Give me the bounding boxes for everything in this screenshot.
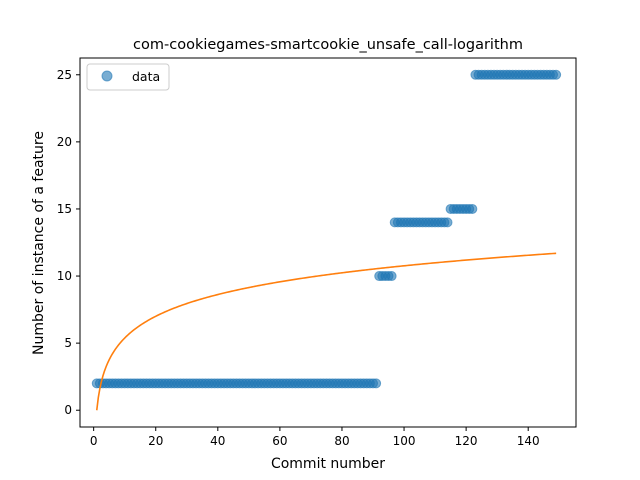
data-point	[372, 379, 381, 388]
legend: data	[87, 64, 169, 90]
y-tick-label: 25	[57, 68, 72, 82]
x-tick-label: 120	[455, 434, 478, 448]
data-point	[552, 70, 561, 79]
x-tick-label: 100	[393, 434, 416, 448]
x-tick-label: 80	[334, 434, 349, 448]
data-point	[387, 272, 396, 281]
legend-label: data	[132, 69, 160, 84]
y-tick-label: 20	[57, 135, 72, 149]
x-tick-label: 60	[272, 434, 287, 448]
data-point	[443, 218, 452, 227]
x-tick-label: 20	[148, 434, 163, 448]
y-tick-label: 0	[64, 403, 72, 417]
chart-title: com-cookiegames-smartcookie_unsafe_call-…	[133, 37, 523, 53]
data-point	[468, 204, 477, 213]
x-axis-label: Commit number	[271, 456, 385, 472]
legend-marker	[102, 71, 112, 81]
y-tick-label: 15	[57, 202, 72, 216]
x-tick-label: 140	[517, 434, 540, 448]
x-tick-label: 40	[210, 434, 225, 448]
y-tick-label: 10	[57, 269, 72, 283]
y-axis-label: Number of instance of a feature	[31, 131, 47, 355]
y-tick-label: 5	[64, 336, 72, 350]
x-tick-label: 0	[90, 434, 98, 448]
